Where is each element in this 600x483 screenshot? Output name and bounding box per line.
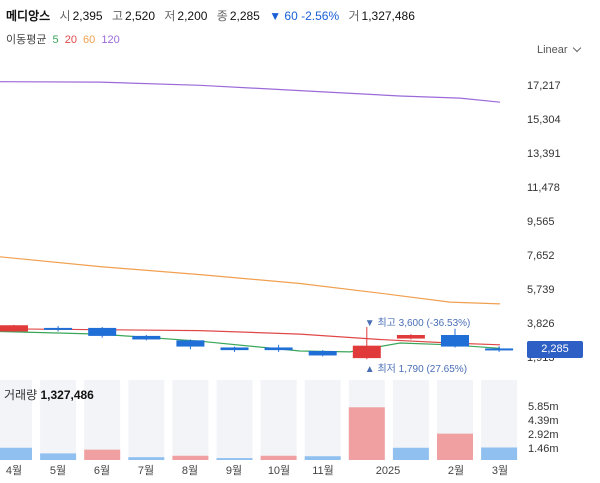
ma-period-5: 5 bbox=[52, 34, 59, 46]
y-tick-label: 11,478 bbox=[527, 182, 560, 194]
x-tick-label: 3월 bbox=[492, 464, 508, 477]
close-value: 2,285 bbox=[229, 9, 260, 23]
volume-bar bbox=[84, 449, 121, 460]
candle-body bbox=[485, 348, 514, 351]
candle-body bbox=[88, 327, 117, 336]
volume-bar bbox=[40, 453, 77, 460]
volume-bar bbox=[260, 455, 297, 460]
x-tick-label: 11월 bbox=[312, 464, 334, 477]
x-tick-label: 9월 bbox=[226, 464, 242, 477]
open-label: 시 bbox=[59, 9, 71, 23]
low-value: 2,200 bbox=[177, 9, 208, 23]
y-tick-label: 5,739 bbox=[527, 284, 555, 296]
x-tick-label: 4월 bbox=[6, 464, 22, 477]
change-value: ▼ 60 -2.56% bbox=[269, 9, 340, 23]
moving-average-legend[interactable]: 이동평균 5 20 60 120 bbox=[6, 31, 123, 47]
volume-background bbox=[481, 380, 518, 460]
ma-label: 이동평균 bbox=[6, 34, 47, 46]
current-price-tag: 2,285 bbox=[527, 341, 583, 358]
scale-selector[interactable]: Linear bbox=[537, 43, 581, 56]
volume-bar bbox=[0, 447, 32, 460]
stock-name: 메디앙스 bbox=[6, 9, 51, 23]
y-tick-label: 9,565 bbox=[527, 216, 555, 228]
volume-background bbox=[260, 380, 297, 460]
ma20-line bbox=[0, 328, 501, 346]
volume-background bbox=[40, 380, 77, 460]
volume-bar bbox=[348, 407, 385, 460]
volume-bar bbox=[216, 458, 253, 460]
high-label: 고 bbox=[111, 9, 123, 23]
candle-body bbox=[176, 340, 205, 347]
candle-body bbox=[0, 325, 28, 332]
candle-body bbox=[308, 351, 337, 356]
x-tick-label: 7월 bbox=[138, 464, 154, 477]
candle-body bbox=[352, 345, 381, 359]
volume-bar bbox=[128, 457, 165, 460]
open-value: 2,395 bbox=[72, 9, 103, 23]
x-tick-label: 8월 bbox=[182, 464, 198, 477]
volume-panel-value: 1,327,486 bbox=[40, 388, 94, 402]
volume-bar bbox=[304, 456, 341, 460]
ma-period-20: 20 bbox=[64, 34, 77, 46]
quote-header: 메디앙스 시 2,395 고 2,520 저 2,200 종 2,285 ▼ 60 -2… bbox=[6, 7, 421, 24]
high-annotation: ▼ 최고 3,600 (-36.53%) bbox=[365, 317, 471, 329]
y-tick-label: 13,391 bbox=[527, 148, 561, 160]
y-tick-label: 7,652 bbox=[527, 250, 555, 262]
low-annotation: ▲ 최저 1,790 (27.65%) bbox=[365, 363, 467, 375]
ma-period-120: 120 bbox=[101, 34, 120, 46]
candle-body bbox=[44, 327, 73, 330]
volume-panel-title: 거래량 1,327,486 bbox=[4, 386, 94, 403]
volume-bar bbox=[172, 455, 209, 460]
x-tick-label: 10월 bbox=[268, 464, 290, 477]
volume-value: 1,327,486 bbox=[361, 9, 415, 23]
volume-tick-label: 5.85m bbox=[528, 401, 559, 413]
y-tick-label: 15,304 bbox=[527, 114, 561, 126]
y-tick-label: 3,826 bbox=[527, 318, 555, 330]
candle-body bbox=[220, 347, 249, 351]
ma60-line bbox=[0, 256, 501, 305]
volume-panel-label: 거래량 bbox=[4, 388, 38, 402]
scale-label: Linear bbox=[537, 44, 568, 56]
ma-period-60: 60 bbox=[83, 34, 96, 46]
volume-background bbox=[304, 380, 341, 460]
high-value: 2,520 bbox=[124, 9, 156, 23]
volume-background bbox=[392, 380, 429, 460]
volume-background bbox=[216, 380, 253, 460]
volume-tick-label: 1.46m bbox=[528, 443, 559, 455]
volume-background bbox=[128, 380, 165, 460]
x-tick-label: 2월 bbox=[448, 464, 464, 477]
close-label: 종 bbox=[216, 9, 228, 23]
volume-background bbox=[0, 380, 32, 460]
low-label: 저 bbox=[164, 9, 176, 23]
volume-label: 거 bbox=[348, 9, 360, 23]
volume-background bbox=[172, 380, 209, 460]
x-tick-label: 6월 bbox=[94, 464, 110, 477]
y-tick-label: 17,217 bbox=[527, 80, 561, 92]
candle-body bbox=[441, 335, 469, 347]
volume-background bbox=[84, 380, 121, 460]
x-tick-label: 5월 bbox=[50, 464, 66, 477]
volume-bar bbox=[481, 447, 518, 460]
volume-tick-label: 2.92m bbox=[528, 429, 559, 441]
x-tick-label: 2025 bbox=[376, 465, 400, 477]
candle-body bbox=[264, 347, 293, 351]
volume-bar bbox=[392, 447, 429, 460]
candle-body bbox=[132, 335, 161, 340]
candle-body bbox=[396, 335, 425, 339]
volume-tick-label: 4.39m bbox=[528, 415, 559, 427]
ma120-line bbox=[0, 81, 501, 103]
volume-bar bbox=[437, 433, 473, 460]
